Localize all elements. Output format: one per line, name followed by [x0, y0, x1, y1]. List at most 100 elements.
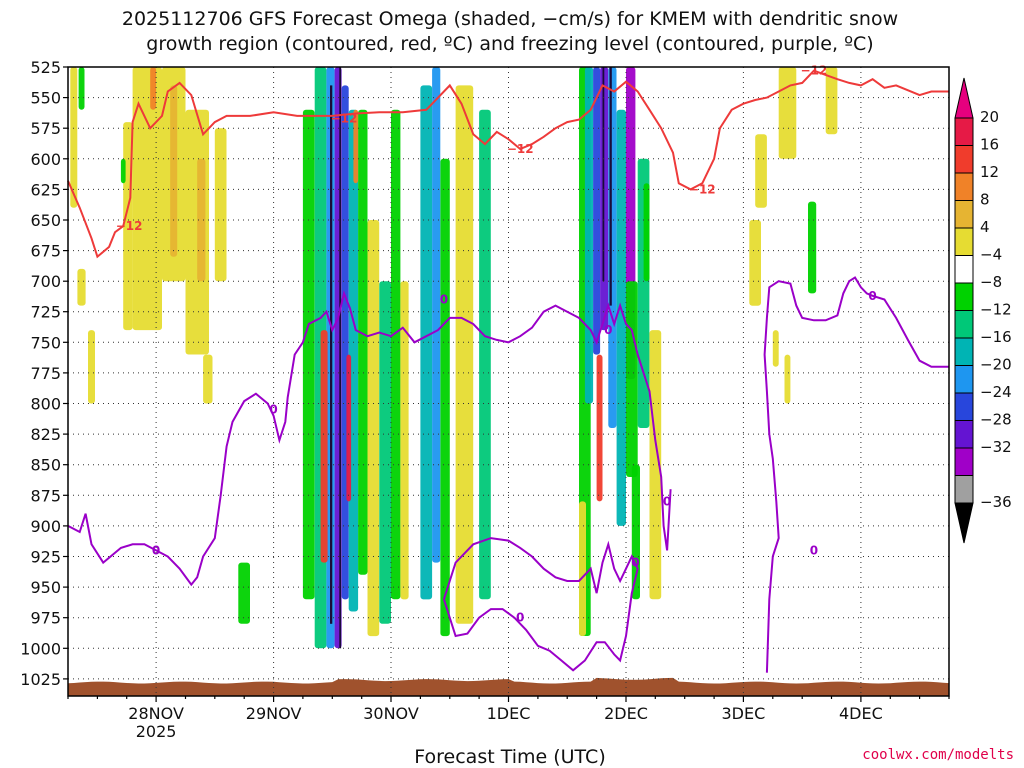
- pressure-tick-label: 1025: [20, 670, 61, 689]
- omega-shade-patch: [238, 562, 250, 624]
- colorbar-swatch: [954, 420, 974, 449]
- chart-title-line-2: growth region (contoured, red, ºC) and f…: [146, 33, 873, 55]
- colorbar-tick-label: −28: [980, 411, 1012, 429]
- freezing-contour-label: 0: [810, 543, 818, 557]
- omega-shade-patch: [341, 85, 349, 600]
- freezing-contour-label: 0: [516, 611, 524, 625]
- omega-shade-patch: [379, 281, 391, 624]
- pressure-tick-label: 850: [30, 456, 61, 475]
- colorbar-tick-label: −8: [980, 273, 1002, 291]
- omega-colorbar: 20 16 12 8 4 −4 −8 −12 −16 −20 −24 −28 −32 −36: [954, 77, 1012, 544]
- colorbar-tick-label: 4: [980, 218, 990, 236]
- time-tick-sublabel: 2025: [136, 722, 177, 741]
- colorbar-tick-label: 8: [980, 191, 990, 209]
- freezing-contour-label: 0: [152, 543, 160, 557]
- omega-shade-patch: [808, 201, 817, 294]
- freezing-contour-label: 0: [663, 494, 671, 508]
- pressure-tick-label: 750: [30, 333, 61, 352]
- omega-shade-patch: [420, 85, 433, 600]
- colorbar-swatch: [954, 392, 974, 421]
- pressure-tick-label: 575: [30, 119, 61, 138]
- pressure-axis: 525 550 575 600 625 650 675 700 725 750 775 800 825 8…: [20, 58, 68, 689]
- omega-shade-streak: [609, 67, 612, 306]
- pressure-tick-label: 950: [30, 578, 61, 597]
- omega-shade-patch: [649, 330, 662, 600]
- dendritic-minus12-contour: [67, 69, 949, 259]
- pressure-tick-label: 775: [30, 364, 61, 383]
- omega-shade-patch: [596, 354, 603, 502]
- x-axis-label: Forecast Time (UTC): [414, 746, 605, 768]
- colorbar-swatch: [954, 200, 974, 229]
- time-tick-label: 1DEC: [487, 704, 531, 723]
- time-tick-label: 4DEC: [839, 704, 883, 723]
- colorbar-tick-label: −24: [980, 383, 1012, 401]
- freezing-level-contour: [67, 290, 672, 587]
- freezing-level-contour: [442, 537, 639, 672]
- omega-shade-patch: [358, 109, 368, 575]
- pressure-tick-label: 625: [30, 180, 61, 199]
- time-tick-label: 28NOV: [128, 704, 184, 723]
- time-tick-label: 29NOV: [246, 704, 302, 723]
- freezing-contour-label: 0: [269, 403, 277, 417]
- colorbar-tick-label: 12: [980, 163, 999, 181]
- freezing-level-contour: [763, 276, 949, 673]
- colorbar-swatch: [954, 337, 974, 366]
- colorbar-top-arrow: [954, 77, 974, 119]
- omega-shade-patch: [120, 158, 126, 184]
- terrain-fill: [68, 677, 949, 696]
- omega-shade-patch: [214, 128, 227, 282]
- pressure-tick-label: 800: [30, 395, 61, 414]
- dendritic-contour-label: −12: [116, 219, 143, 233]
- pressure-tick-label: 525: [30, 58, 61, 77]
- pressure-tick-label: 900: [30, 517, 61, 536]
- colorbar-tick-label: −20: [980, 356, 1012, 374]
- omega-shade-streak: [339, 67, 342, 649]
- pressure-tick-label: 975: [30, 609, 61, 628]
- pressure-tick-label: 600: [30, 150, 61, 169]
- pressure-tick-label: 675: [30, 242, 61, 261]
- colorbar-tick-label: 20: [980, 108, 999, 126]
- omega-shade-patch: [825, 67, 838, 135]
- colorbar-bottom-arrow: [954, 502, 974, 544]
- omega-shade-patch: [320, 330, 328, 563]
- contour-lines: −12 −12 −12 −12 −12 0 0 0 0 0 0 0 0 0: [67, 64, 949, 673]
- omega-shade-patch: [593, 67, 601, 355]
- pressure-tick-label: 825: [30, 425, 61, 444]
- colorbar-tick-label: −32: [980, 438, 1012, 456]
- time-tick-label: 30NOV: [363, 704, 419, 723]
- omega-shading: [70, 67, 838, 649]
- omega-shade-patch: [440, 158, 450, 637]
- colorbar-swatch: [954, 172, 974, 201]
- omega-shade-patch: [772, 330, 779, 367]
- omega-shade-patch: [616, 109, 626, 526]
- omega-shade-patch: [88, 330, 95, 404]
- omega-shade-patch: [353, 109, 359, 184]
- time-tick-label: 2DEC: [604, 704, 648, 723]
- colorbar-swatch: [954, 310, 974, 339]
- omega-shade-patch: [302, 109, 315, 600]
- omega-shade-patch: [749, 220, 761, 306]
- freezing-contour-label: 0: [868, 289, 876, 303]
- omega-shade-patch: [367, 220, 380, 637]
- colorbar-swatch: [954, 227, 974, 256]
- freezing-contour-label: 0: [440, 293, 448, 307]
- dendritic-contour-label: −12: [689, 182, 716, 196]
- freezing-contour-label: 0: [631, 556, 639, 570]
- pressure-tick-label: 700: [30, 272, 61, 291]
- omega-shade-patch: [346, 354, 352, 502]
- omega-shade-patch: [400, 281, 409, 600]
- time-tick-label: 3DEC: [722, 704, 766, 723]
- terrain-area: [68, 677, 949, 696]
- omega-shade-patch: [170, 85, 178, 257]
- pressure-tick-label: 875: [30, 486, 61, 505]
- colorbar-swatch: [954, 282, 974, 311]
- colorbar-swatch: [954, 365, 974, 394]
- omega-shade-streak: [602, 67, 605, 282]
- dendritic-contour-label: −12: [801, 64, 828, 78]
- omega-shade-patch: [455, 85, 474, 624]
- omega-shade-patch: [626, 281, 638, 477]
- dendritic-contour-label: −12: [331, 111, 358, 125]
- dendritic-contour-label: −12: [507, 142, 534, 156]
- omega-shade-patch: [784, 354, 791, 404]
- colorbar-swatch: [954, 475, 974, 504]
